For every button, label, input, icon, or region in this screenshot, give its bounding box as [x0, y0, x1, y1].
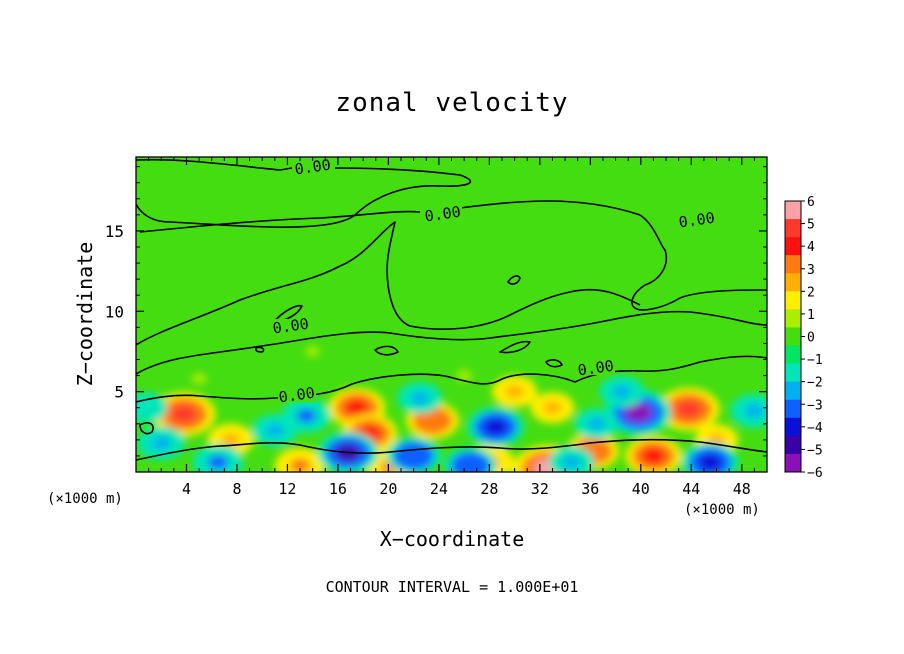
zero-contours — [136, 158, 767, 461]
x-tick-label: 32 — [531, 480, 549, 498]
colorbar-swatch — [785, 273, 801, 292]
y-tick-label: 15 — [105, 222, 124, 241]
contour-mid-upper — [139, 200, 767, 311]
contour-label: 0.00 — [577, 357, 615, 380]
colorbar-tick-label: −2 — [807, 376, 823, 391]
contour-loop — [545, 359, 563, 368]
contour-mid — [136, 221, 641, 346]
contour-label-group: 0.00 0.00 0.00 0.00 0.00 0.00 — [272, 156, 716, 407]
contour-label-bg — [424, 207, 462, 221]
velocity-feature — [574, 408, 619, 440]
colorbar-tick-label: 6 — [807, 195, 815, 210]
y-axis-label: Z−coordinate — [73, 241, 97, 387]
velocity-feature — [152, 392, 216, 437]
x-axis: 4 8 12 16 20 24 28 32 36 40 44 48 — [148, 157, 755, 498]
colorbar-swatch — [785, 417, 801, 437]
velocity-feature — [192, 444, 244, 472]
contour-label: 0.00 — [272, 315, 310, 338]
colorbar-swatch — [785, 453, 801, 473]
colorbar-swatch — [785, 363, 801, 383]
velocity-feature — [467, 407, 525, 447]
colorbar-tick-label: 1 — [807, 308, 815, 323]
x-tick-label: 40 — [632, 480, 650, 498]
contour-upper — [136, 158, 472, 228]
colorbar-swatch — [785, 381, 801, 401]
contour-label-bg — [678, 213, 716, 227]
colorbar-swatch — [785, 255, 801, 274]
colorbar-tick-label: 4 — [807, 240, 815, 255]
y-tick-label: 5 — [114, 383, 124, 402]
contour-loop — [374, 345, 399, 356]
contour-loop — [139, 422, 154, 435]
x-tick-label: 16 — [329, 480, 347, 498]
velocity-feature — [657, 387, 720, 431]
velocity-feature — [624, 436, 682, 472]
x-unit-left: (×1000 m) — [47, 491, 123, 507]
x-tick-label: 36 — [581, 480, 599, 498]
velocity-feature — [137, 426, 186, 460]
x-tick-label: 28 — [480, 480, 498, 498]
colorbar-tick-label: −6 — [807, 466, 823, 481]
chart-title: zonal velocity — [335, 88, 569, 118]
contour-interval-note: CONTOUR INTERVAL = 1.000E+01 — [325, 578, 579, 596]
x-tick-label: 4 — [182, 480, 191, 498]
contour-loop — [255, 346, 265, 353]
x-tick-label: 20 — [379, 480, 397, 498]
velocity-feature — [444, 447, 497, 472]
colorbar-swatch — [785, 201, 801, 220]
colorbar-swatch — [785, 219, 801, 238]
velocity-feature — [599, 375, 645, 408]
y-tick-label: 10 — [105, 302, 124, 321]
colorbar-swatch — [785, 435, 801, 455]
velocity-feature — [281, 398, 331, 434]
colorbar-swatch — [785, 237, 801, 256]
contour-bottom — [136, 438, 767, 461]
x-tick-label: 48 — [733, 480, 751, 498]
velocity-feature — [681, 442, 739, 472]
x-tick-label: 8 — [232, 480, 241, 498]
contour-label-bg — [278, 388, 316, 402]
velocity-feature — [397, 382, 443, 414]
colorbar-tick-label: −5 — [807, 443, 823, 458]
x-tick-label: 44 — [682, 480, 700, 498]
velocity-feature — [456, 370, 472, 382]
colorbar-swatch — [785, 291, 801, 310]
contour-label: 0.00 — [424, 203, 462, 226]
colorbar-tick-label: −4 — [807, 421, 823, 436]
velocity-feature — [548, 446, 595, 472]
velocity-feature — [530, 392, 575, 424]
velocity-feature — [191, 373, 207, 385]
velocity-feature — [305, 346, 320, 357]
contour-loop — [499, 340, 531, 354]
colorbar-tick-label: −1 — [807, 353, 823, 368]
colorbar-tick-label: 2 — [807, 285, 815, 300]
x-tick-label: 24 — [430, 480, 448, 498]
contour-label-bg — [294, 160, 332, 174]
colorbar-swatch — [785, 345, 801, 365]
contour-loop — [507, 275, 521, 285]
contour-label-bg — [272, 319, 310, 333]
velocity-feature — [730, 394, 767, 428]
velocity-feature — [491, 375, 538, 408]
contour-label: 0.00 — [294, 156, 332, 179]
contour-label: 0.00 — [678, 209, 716, 232]
y-axis: 5 10 15 — [105, 166, 767, 457]
colorbar-tick-label: 0 — [807, 331, 815, 346]
colorbar-tick-label: −3 — [807, 398, 823, 413]
colorbar-tick-label: 3 — [807, 263, 815, 278]
colorbar-tick-label: 5 — [807, 218, 815, 233]
contour-middle-band — [136, 310, 767, 375]
colorbar-swatch — [785, 309, 801, 328]
contour-label-bg — [577, 361, 615, 375]
plot-field: 0.00 0.00 0.00 0.00 0.00 0.00 — [136, 156, 767, 472]
contour-label: 0.00 — [278, 384, 316, 407]
x-tick-label: 12 — [278, 480, 296, 498]
colorbar-swatch — [785, 399, 801, 419]
colorbar: 6 5 4 3 2 1 0 −1 −2 −3 −4 −5 −6 — [784, 195, 823, 481]
x-axis-label: X−coordinate — [379, 527, 525, 551]
colorbar-swatch — [785, 327, 801, 347]
x-unit-right: (×1000 m) — [684, 502, 760, 518]
contour-low — [136, 355, 767, 403]
